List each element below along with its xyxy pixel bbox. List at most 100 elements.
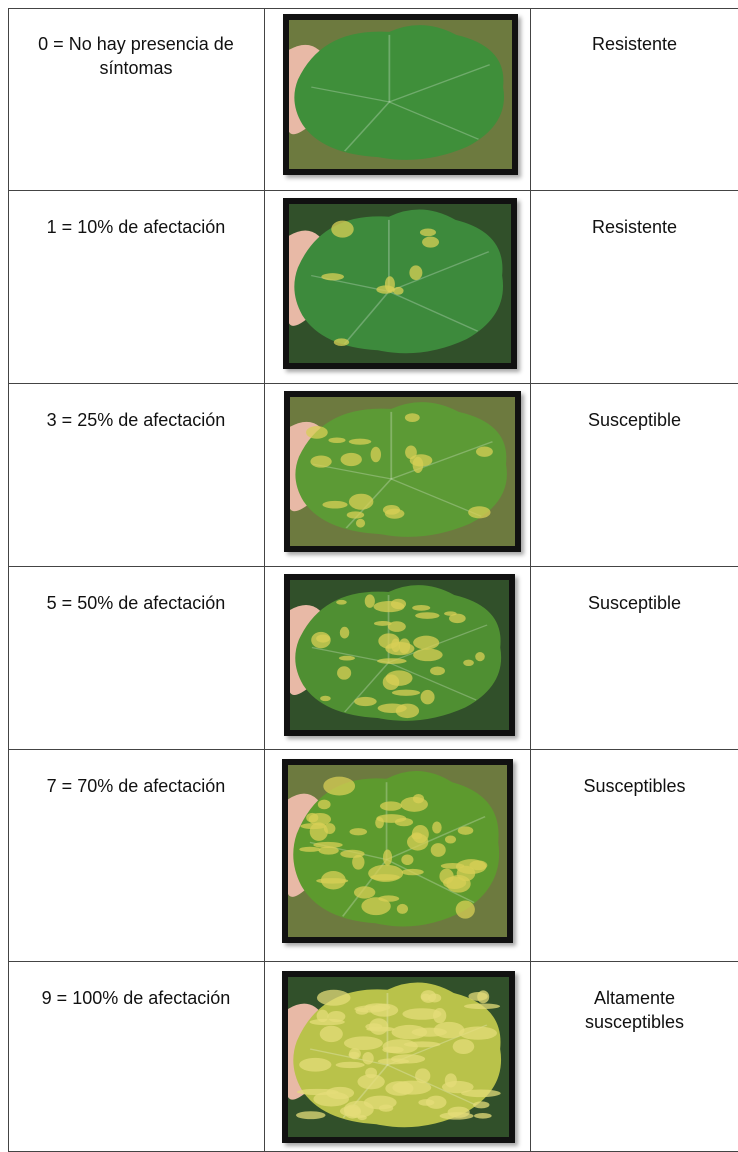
leaf (295, 402, 507, 537)
leaf-spot (404, 413, 420, 422)
leaf-spot (401, 868, 424, 876)
leaf-spot (328, 437, 346, 444)
class-cell: Resistente (531, 8, 738, 191)
leaf-spot (444, 835, 457, 844)
leaf-spot (396, 903, 409, 914)
leaf-spot (407, 833, 429, 851)
image-cell (265, 8, 531, 191)
leaf-spot (447, 1106, 470, 1118)
class-cell: Susceptible (531, 567, 738, 750)
leaf-spot (449, 613, 466, 624)
leaf-image (290, 397, 515, 546)
table-border-left (8, 8, 9, 1152)
leaf-spot (393, 286, 404, 295)
leaf-spot (475, 652, 485, 662)
leaf-spot (338, 655, 355, 661)
leaf-spot (362, 1052, 374, 1065)
leaf-spot (348, 493, 374, 510)
leaf-spot (319, 1025, 343, 1043)
leaf-vein (388, 251, 490, 293)
leaf-vein (388, 64, 491, 103)
leaf-spot (444, 1073, 457, 1088)
class-cell: Altamente susceptibles (531, 962, 738, 1152)
leaf-spot (382, 1039, 418, 1054)
leaf-spot (477, 990, 490, 1004)
leaf-spot (361, 897, 391, 916)
leaf-photo (284, 574, 515, 736)
leaf-spot (320, 695, 331, 702)
leaf-spot (348, 1051, 360, 1059)
image-cell (265, 384, 531, 567)
leaf-spot (335, 1061, 365, 1069)
leaf-spot (373, 601, 405, 613)
leaf-spot (378, 895, 400, 902)
leaf-spot (413, 648, 443, 662)
leaf-spot (415, 1068, 431, 1084)
leaf-image (288, 765, 507, 937)
leaf-spot (336, 599, 347, 605)
leaf-spot (366, 1026, 395, 1032)
leaf-spot (331, 220, 354, 238)
leaf-spot (340, 452, 362, 467)
leaf-spot (420, 689, 435, 705)
leaf-spot (323, 823, 336, 834)
leaf-spot (418, 1099, 435, 1106)
leaf-vein (388, 290, 479, 332)
scale-cell: 5 = 50% de afectación (8, 567, 265, 750)
leaf-spot (343, 1100, 374, 1118)
leaf-photo (284, 391, 521, 552)
leaf-spot (412, 604, 431, 611)
leaf-spot (378, 1104, 394, 1112)
leaf-spot (321, 273, 344, 281)
leaf-spot (370, 446, 382, 463)
leaf-vein (386, 859, 475, 904)
leaf-spot (415, 612, 440, 619)
leaf-spot (376, 285, 395, 294)
leaf-spot (402, 1008, 442, 1020)
leaf-spot (357, 1074, 385, 1090)
leaf-photo (282, 759, 513, 943)
leaf-spot (309, 1018, 345, 1026)
leaf-spot (391, 1024, 428, 1040)
leaf-image (289, 204, 511, 363)
leaf-spot (430, 843, 446, 857)
leaf-spot (412, 456, 424, 473)
leaf-spot (463, 1003, 501, 1010)
leaf-image (290, 580, 509, 730)
leaf-photo (283, 14, 518, 175)
scale-cell: 1 = 10% de afectación (8, 191, 265, 384)
leaf-spot (456, 865, 476, 882)
leaf-spot (474, 1113, 492, 1119)
leaf-vein (388, 101, 480, 140)
leaf-spot (409, 265, 423, 281)
scale-cell: 7 = 70% de afectación (8, 750, 265, 962)
leaf-vein (390, 441, 493, 480)
leaf-spot (296, 1111, 326, 1120)
leaf-spot (348, 438, 372, 445)
leaf-image (289, 20, 512, 169)
leaf-spot (343, 1036, 383, 1050)
leaf-spot (317, 799, 331, 810)
leaf-vein (343, 101, 391, 152)
leaf-spot (387, 621, 406, 632)
leaf-spot (433, 1008, 447, 1024)
leaf-spot (370, 874, 400, 881)
leaf-spot (458, 1026, 497, 1040)
leaf-spot (419, 228, 436, 237)
leaf-spot (468, 506, 491, 519)
leaf-spot (422, 236, 440, 248)
leaf-spot (349, 828, 368, 836)
leaf-spot (376, 814, 407, 823)
leaf-spot (322, 500, 348, 509)
class-cell: Susceptibles (531, 750, 738, 962)
scale-cell: 3 = 25% de afectación (8, 384, 265, 567)
leaf-spot (355, 1007, 369, 1015)
leaf-vein (311, 646, 389, 664)
leaf (294, 25, 504, 160)
leaf-spot (425, 1095, 447, 1109)
leaf-spot (316, 989, 351, 1006)
image-cell (265, 567, 531, 750)
leaf-spot (385, 670, 413, 686)
leaf-spot (401, 854, 414, 866)
